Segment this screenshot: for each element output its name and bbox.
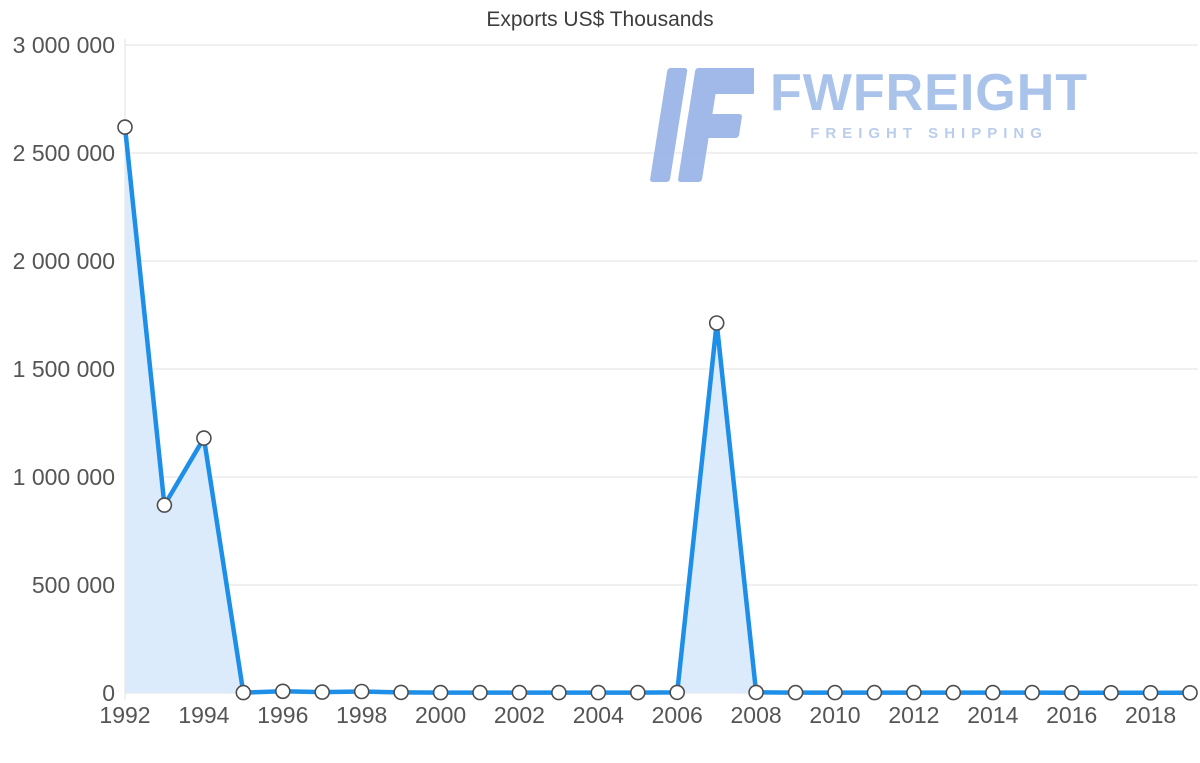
y-tick-label: 1 500 000 xyxy=(13,356,115,382)
y-tick-label: 1 000 000 xyxy=(13,464,115,490)
x-tick-label: 1996 xyxy=(257,702,308,728)
data-point[interactable] xyxy=(432,684,449,701)
y-tick-label: 500 000 xyxy=(32,572,115,598)
data-point[interactable] xyxy=(1063,684,1080,701)
data-point[interactable] xyxy=(235,684,252,701)
data-point[interactable] xyxy=(314,684,331,700)
data-point[interactable] xyxy=(866,684,883,701)
chart-title: Exports US$ Thousands xyxy=(486,8,714,31)
data-point[interactable] xyxy=(906,684,922,701)
data-point[interactable] xyxy=(629,684,646,701)
x-tick-label: 2004 xyxy=(573,702,624,728)
data-point[interactable] xyxy=(984,684,1001,701)
data-point[interactable] xyxy=(196,430,212,446)
area-fill xyxy=(125,127,1190,694)
y-tick-label: 2 000 000 xyxy=(13,248,115,274)
x-tick-label: 1994 xyxy=(178,702,229,728)
x-tick-label: 2000 xyxy=(415,702,466,728)
y-tick-label: 3 000 000 xyxy=(13,32,115,58)
data-point[interactable] xyxy=(1142,684,1159,701)
data-point[interactable] xyxy=(353,683,370,700)
x-tick-label: 1992 xyxy=(99,702,150,728)
data-point[interactable] xyxy=(472,684,488,701)
x-tick-label: 2002 xyxy=(494,702,545,728)
x-tick-label: 2014 xyxy=(967,702,1018,728)
x-tick-label: 2016 xyxy=(1046,702,1097,728)
data-point[interactable] xyxy=(1182,684,1198,701)
data-point[interactable] xyxy=(945,684,962,701)
y-tick-label: 0 xyxy=(102,680,115,706)
x-tick-label: 2006 xyxy=(652,702,703,728)
data-point[interactable] xyxy=(787,684,804,701)
x-tick-label: 2012 xyxy=(888,702,939,728)
data-point[interactable] xyxy=(708,315,725,331)
x-tick-label: 1998 xyxy=(336,702,387,728)
data-point[interactable] xyxy=(274,683,291,700)
data-point[interactable] xyxy=(117,119,133,135)
data-point[interactable] xyxy=(1103,684,1119,701)
data-point[interactable] xyxy=(748,684,764,701)
y-tick-label: 2 500 000 xyxy=(13,140,115,166)
data-point[interactable] xyxy=(551,684,567,701)
data-point[interactable] xyxy=(393,684,409,701)
data-point[interactable] xyxy=(669,684,686,701)
trend-line xyxy=(122,124,1193,696)
data-point[interactable] xyxy=(590,684,607,701)
data-point[interactable] xyxy=(827,684,843,701)
x-tick-label: 2010 xyxy=(809,702,860,728)
x-tick-label: 2018 xyxy=(1125,702,1176,728)
data-point[interactable] xyxy=(1024,684,1040,701)
data-point[interactable] xyxy=(156,497,173,513)
data-point[interactable] xyxy=(511,684,528,701)
x-tick-label: 2008 xyxy=(731,702,782,728)
